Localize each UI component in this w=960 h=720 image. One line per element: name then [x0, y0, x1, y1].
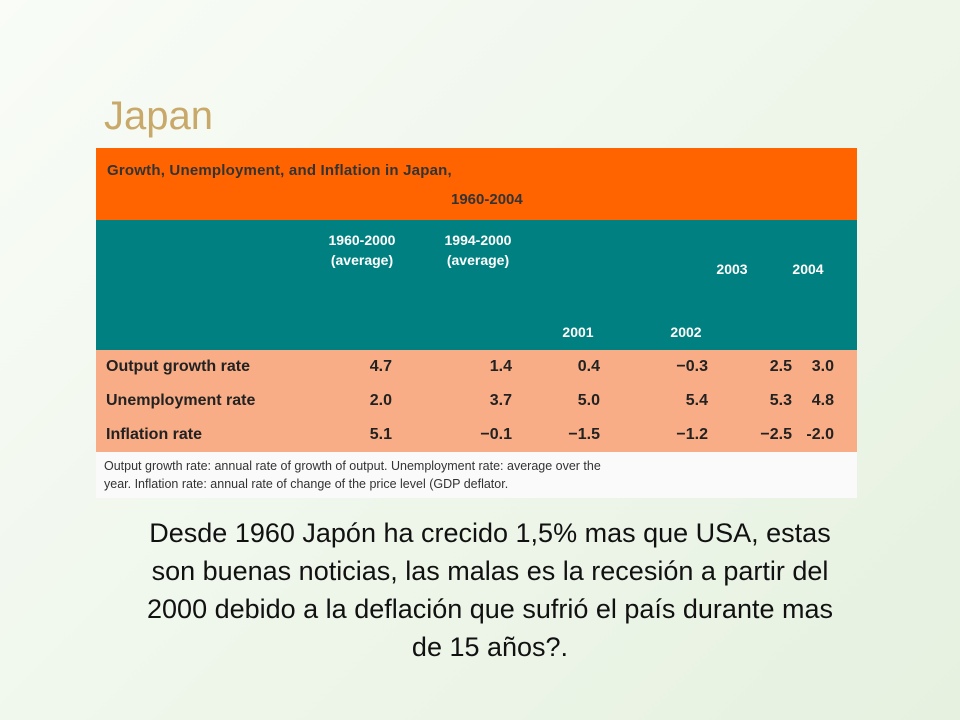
column-header-line1: 2002 [670, 324, 702, 340]
column-header-line1: 1960-2000 [328, 232, 396, 248]
footnote-line: year. Inflation rate: annual rate of cha… [104, 477, 509, 491]
table-cell: 3.0 [811, 358, 834, 375]
table-cell: −1.2 [676, 426, 708, 443]
table-cell: −0.1 [480, 426, 512, 443]
row-label: Inflation rate [106, 426, 203, 443]
column-header-line1: 2001 [562, 324, 594, 340]
table-header: 1960-2000 (average) 1994-2000 (average) … [96, 220, 857, 350]
table-cell: −0.3 [676, 358, 708, 375]
table-cell: 4.8 [811, 392, 834, 409]
column-header-line2: (average) [330, 252, 394, 268]
row-label: Output growth rate [106, 358, 250, 375]
table-row: Output growth rate 4.7 1.4 0.4 −0.3 2.5 … [96, 350, 857, 384]
footnote-line: Output growth rate: annual rate of growt… [104, 459, 601, 473]
column-header: 2001 [548, 322, 608, 342]
column-header: 2003 [702, 259, 762, 279]
table-cell: 0.4 [577, 358, 600, 375]
table-cell: 2.0 [369, 392, 392, 409]
table-title: Growth, Unemployment, and Inflation in J… [107, 162, 452, 179]
column-header: 2002 [656, 322, 716, 342]
table-cell: −2.5 [760, 426, 792, 443]
table-cell: 3.7 [489, 392, 512, 409]
row-label: Unemployment rate [106, 392, 256, 409]
column-header-line1: 2003 [716, 261, 748, 277]
column-header-line1: 1994-2000 [444, 232, 512, 248]
table-body: Output growth rate 4.7 1.4 0.4 −0.3 2.5 … [96, 350, 857, 452]
table-cell: 2.5 [769, 358, 792, 375]
column-header: 1994-2000 (average) [438, 230, 518, 270]
table-cell: 5.1 [369, 426, 392, 443]
table-row: Inflation rate 5.1 −0.1 −1.5 −1.2 −2.5 -… [96, 418, 857, 452]
column-header-line2: (average) [446, 252, 510, 268]
table-title-years: 1960-2004 [451, 191, 523, 208]
table-cell: -2.0 [806, 426, 834, 443]
column-header: 1960-2000 (average) [322, 230, 402, 270]
table-title-band: Growth, Unemployment, and Inflation in J… [96, 148, 857, 220]
data-table: Growth, Unemployment, and Inflation in J… [96, 148, 857, 498]
table-cell: 5.4 [685, 392, 708, 409]
column-header: 2004 [778, 259, 838, 279]
table-cell: 1.4 [489, 358, 512, 375]
column-header-line1: 2004 [792, 261, 824, 277]
table-cell: 4.7 [369, 358, 392, 375]
table-cell: 5.0 [577, 392, 600, 409]
slide-caption: Desde 1960 Japón ha crecido 1,5% mas que… [147, 518, 833, 662]
table-cell: 5.3 [769, 392, 792, 409]
table-footnote: Output growth rate: annual rate of growt… [96, 452, 857, 498]
table-row: Unemployment rate 2.0 3.7 5.0 5.4 5.3 4.… [96, 384, 857, 418]
table-cell: −1.5 [568, 426, 600, 443]
slide-title: Japan [104, 94, 213, 138]
